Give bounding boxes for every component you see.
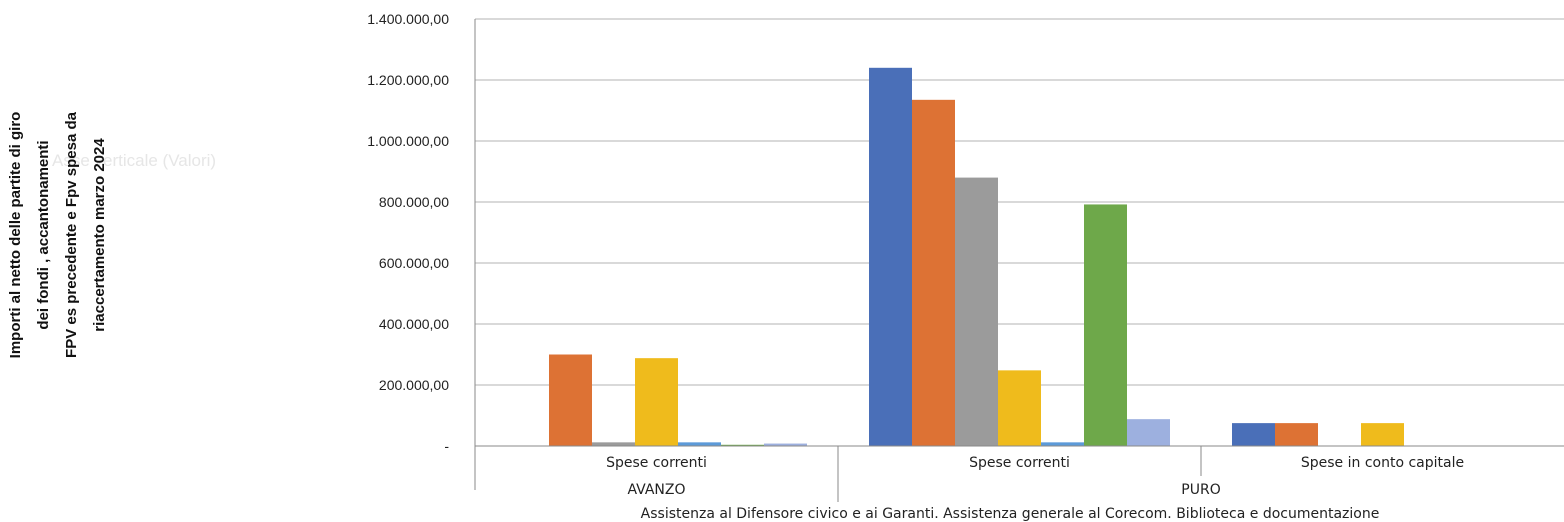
x-axis-title: Assistenza al Difensore civico e ai Gara… [641, 506, 1380, 522]
bar [1361, 423, 1404, 446]
y-axis-title-line: FPV es precedente e Fpv spesa da [63, 111, 80, 358]
bar [549, 354, 592, 446]
bar [1127, 419, 1170, 446]
bar [678, 442, 721, 446]
bar [635, 358, 678, 446]
y-axis-title-line: dei fondi , accantonamenti [35, 140, 52, 329]
x-group-label: AVANZO [627, 482, 685, 498]
bar [869, 67, 912, 447]
bar [1275, 423, 1318, 446]
x-tick-label: Spese in conto capitale [1301, 455, 1464, 471]
x-tick-label: Spese correnti [606, 455, 707, 471]
axis-hint-label: Asse verticale (Valori) [52, 151, 216, 170]
y-axis-title: Importi al netto delle partite di giro de… [7, 111, 108, 358]
bar [1041, 442, 1084, 446]
y-axis-title-line: riaccertamento marzo 2024 [91, 138, 108, 332]
y-axis-ticks: - 200.000,00 400.000,00 600.000,00 800.000,0… [367, 11, 449, 454]
bar [764, 443, 807, 446]
y-tick-label: 800.000,00 [379, 194, 449, 210]
bar [1084, 204, 1127, 446]
bar [1232, 423, 1275, 446]
bar [721, 444, 764, 446]
axes [474, 19, 1564, 490]
y-tick-label: 1.400.000,00 [367, 11, 449, 27]
y-tick-label: - [444, 438, 449, 454]
bars [549, 67, 1404, 447]
bar [592, 442, 635, 446]
x-axis-ticks: Spese correnti Spese correnti Spese in con… [606, 446, 1464, 502]
y-tick-label: 200.000,00 [379, 377, 449, 393]
y-tick-label: 1.200.000,00 [367, 72, 449, 88]
bar [912, 99, 955, 446]
y-tick-label: 1.000.000,00 [367, 133, 449, 149]
bar [955, 177, 998, 446]
x-tick-label: Spese correnti [969, 455, 1070, 471]
y-axis-title-line: Importi al netto delle partite di giro [7, 112, 24, 359]
y-tick-label: 400.000,00 [379, 316, 449, 332]
y-tick-label: 600.000,00 [379, 255, 449, 271]
bar [998, 370, 1041, 446]
x-group-label: PURO [1181, 482, 1220, 498]
